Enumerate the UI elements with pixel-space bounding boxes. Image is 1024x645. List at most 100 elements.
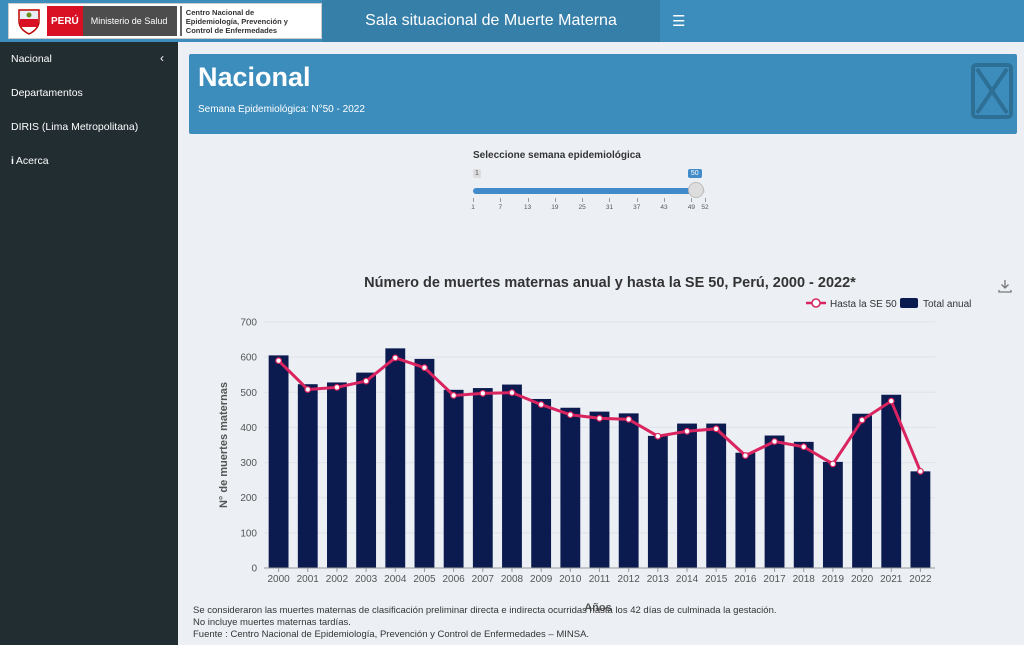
top-navbar: PERÚ Ministerio de Salud Centro Nacional… xyxy=(0,0,1024,42)
note-line-2: No incluye muertes maternas tardías. xyxy=(193,617,351,628)
epi-week-slider: Seleccione semana epidemiológica 1 50 1 7… xyxy=(471,150,713,220)
line-point xyxy=(537,401,545,408)
x-tick-label: 2009 xyxy=(530,574,553,585)
bar xyxy=(443,389,464,568)
bar xyxy=(822,461,843,568)
line-point xyxy=(596,414,603,422)
bar xyxy=(647,435,668,568)
sidebar-item-acerca[interactable]: i Acerca xyxy=(0,144,178,178)
slider-tick-mark xyxy=(582,198,584,202)
ministry-label: Ministerio de Salud xyxy=(82,6,177,36)
line-point xyxy=(800,443,808,451)
x-tick-label: 2007 xyxy=(472,574,495,585)
slider-tick-mark xyxy=(691,198,693,202)
sidebar-item-diris[interactable]: DIRIS (Lima Metropolitana) xyxy=(0,110,178,144)
legend-label: Hasta la SE 50 xyxy=(830,299,897,310)
slider-tick-mark xyxy=(705,198,706,202)
slider-tick-label: 13 xyxy=(523,204,532,211)
bar xyxy=(764,435,785,568)
y-tick-label: 500 xyxy=(240,388,257,399)
line-point xyxy=(362,377,370,385)
epi-week-subtitle: Semana Epidemiológica: N°50 - 2022 xyxy=(198,104,365,115)
line-point xyxy=(917,467,924,475)
line-point xyxy=(887,397,895,405)
x-tick-label: 2000 xyxy=(267,574,290,585)
value-box-banner: Nacional Semana Epidemiológica: N°50 - 2… xyxy=(189,54,1017,134)
bar xyxy=(531,398,552,568)
line-point xyxy=(654,432,662,440)
slider-tick-mark xyxy=(527,198,529,202)
x-tick-label: 2018 xyxy=(793,574,816,585)
slider-tick-label: 19 xyxy=(551,204,559,211)
x-tick-label: 2021 xyxy=(880,574,903,585)
x-tick-label: 2019 xyxy=(822,574,845,585)
sidebar-item-nacional[interactable]: Nacional ‹ xyxy=(0,42,178,76)
x-tick-label: 2006 xyxy=(443,574,466,585)
slider-tick-label: 43 xyxy=(660,204,668,211)
bar xyxy=(385,348,406,568)
x-tick-label: 2014 xyxy=(676,574,699,585)
slider-tick-mark xyxy=(609,198,611,202)
legend-swatch-bar xyxy=(900,298,918,308)
bar xyxy=(297,384,318,568)
bar xyxy=(268,355,289,568)
x-tick-label: 2017 xyxy=(763,574,786,585)
line-point xyxy=(391,354,399,362)
slider-tick-label: 49 xyxy=(687,204,695,211)
bar xyxy=(735,452,756,568)
x-tick-label: 2022 xyxy=(909,574,932,585)
bar xyxy=(793,441,814,568)
coat-of-arms-icon xyxy=(13,6,45,36)
slider-min-badge: 1 xyxy=(473,169,481,178)
center-label: Centro Nacional de Epidemiología, Preven… xyxy=(179,6,308,36)
line-point xyxy=(304,386,312,393)
line-point xyxy=(566,411,574,419)
bar xyxy=(881,394,902,568)
x-tick-label: 2004 xyxy=(384,574,407,585)
bar xyxy=(706,423,727,568)
line-point xyxy=(275,357,282,365)
line-point xyxy=(712,425,720,433)
bar xyxy=(327,382,347,568)
x-tick-label: 2015 xyxy=(705,574,728,585)
line-point xyxy=(479,389,487,397)
line-point xyxy=(450,392,458,399)
bar xyxy=(502,384,522,568)
y-tick-label: 400 xyxy=(240,423,257,434)
slider-handle[interactable] xyxy=(687,182,704,198)
hamburger-icon[interactable]: ☰ xyxy=(672,13,686,30)
app-title: Sala situacional de Muerte Materna xyxy=(322,0,660,42)
peru-label: PERÚ xyxy=(47,6,83,36)
x-tick-label: 2005 xyxy=(413,574,436,585)
bar xyxy=(852,413,872,568)
slider-tick-label: 37 xyxy=(633,204,641,211)
info-icon: i xyxy=(11,155,14,167)
bar xyxy=(910,471,931,568)
line-point xyxy=(508,389,516,397)
y-tick-label: 700 xyxy=(240,318,257,329)
chevron-left-icon: ‹ xyxy=(160,51,164,65)
slider-tick-label: 52 xyxy=(701,204,709,211)
slider-track-fill xyxy=(473,188,696,194)
download-icon[interactable] xyxy=(998,279,1012,296)
sidebar-item-label: Departamentos xyxy=(11,87,83,99)
page-title: Nacional xyxy=(198,62,311,92)
legend-label: Total anual xyxy=(923,299,971,310)
slider-ticks: 1 7 13 19 25 31 37 43 49 52 xyxy=(471,198,709,214)
note-line-3: Fuente : Centro Nacional de Epidemiologí… xyxy=(193,629,590,640)
bar xyxy=(472,388,493,568)
x-tick-label: 2008 xyxy=(501,574,524,585)
slider-tick-label: 31 xyxy=(605,204,614,211)
slider-tick-mark xyxy=(664,198,666,202)
x-tick-label: 2016 xyxy=(734,574,757,585)
line-point xyxy=(683,427,691,435)
slider-tick-mark xyxy=(473,198,474,202)
chart-notes: Se consideraron las muertes maternas de … xyxy=(193,605,777,641)
line-point xyxy=(771,438,778,445)
sidebar: Nacional ‹ Departamentos DIRIS (Lima Met… xyxy=(0,42,178,645)
bar xyxy=(560,407,581,568)
bar xyxy=(618,413,639,568)
line-point xyxy=(625,415,633,423)
sidebar-item-departamentos[interactable]: Departamentos xyxy=(0,76,178,110)
x-tick-label: 2011 xyxy=(589,574,611,585)
